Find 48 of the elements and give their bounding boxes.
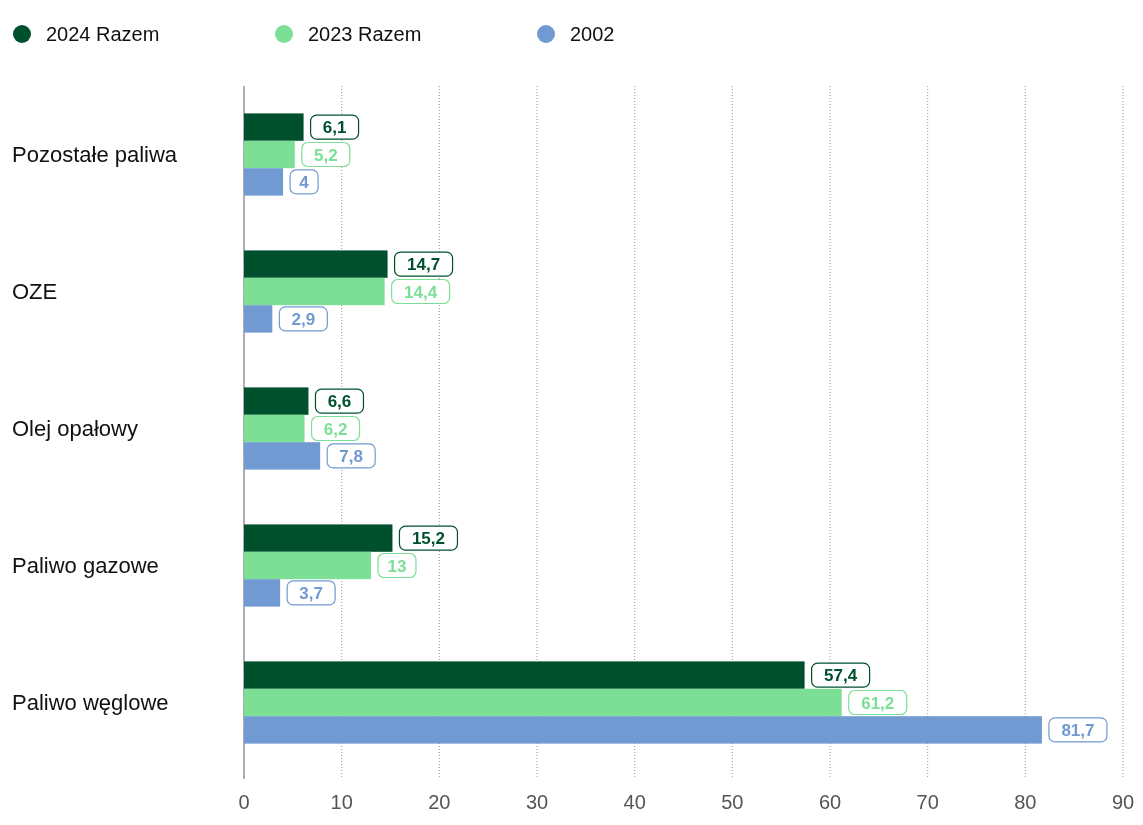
legend-label: 2002: [570, 23, 615, 45]
bar: [244, 661, 805, 689]
bar: [244, 305, 273, 333]
bar: [244, 250, 388, 278]
y-tick-label: Paliwo gazowe: [12, 552, 159, 578]
data-label: 6,1: [322, 118, 347, 138]
bar: [244, 551, 371, 580]
data-label: 5,2: [313, 145, 338, 165]
data-label: 15,2: [411, 529, 445, 549]
bar: [244, 387, 309, 415]
bar: [244, 579, 281, 607]
data-label: 14,7: [407, 255, 441, 275]
x-tick-label: 50: [721, 791, 744, 813]
legend-label: 2023 Razem: [308, 23, 422, 45]
data-label: 14,4: [404, 282, 438, 302]
x-tick-label: 0: [238, 791, 250, 813]
data-label: 13: [387, 556, 407, 576]
bar: [244, 716, 1042, 744]
data-label: 3,7: [299, 583, 323, 603]
data-label: 2,9: [291, 309, 316, 329]
bar: [244, 524, 393, 552]
bar: [244, 442, 321, 470]
x-tick-label: 20: [428, 791, 451, 813]
bar: [244, 414, 305, 443]
data-label: 6,6: [327, 392, 352, 412]
x-tick-label: 90: [1111, 791, 1135, 813]
x-tick-label: 60: [818, 791, 842, 813]
data-label: 4: [299, 172, 310, 192]
x-tick-label: 40: [623, 791, 646, 813]
x-tick-label: 70: [916, 791, 939, 813]
data-label: 81,7: [1061, 720, 1095, 740]
y-tick-label: Paliwo węglowe: [12, 689, 169, 715]
y-tick-label: Pozostałe paliwa: [12, 141, 178, 167]
data-label: 6,2: [323, 419, 348, 439]
data-label: 57,4: [824, 666, 858, 686]
y-tick-label: Olej opałowy: [12, 415, 138, 441]
x-tick-label: 30: [525, 791, 549, 813]
y-tick-label: OZE: [12, 278, 58, 304]
bar: [244, 277, 385, 306]
bar: [244, 113, 304, 141]
x-tick-label: 10: [330, 791, 353, 813]
bar: [244, 688, 842, 717]
legend-label: 2024 Razem: [46, 23, 160, 45]
bar: [244, 140, 295, 169]
x-tick-label: 80: [1014, 791, 1037, 813]
bar: [244, 168, 284, 196]
data-label: 61,2: [861, 693, 895, 713]
data-label: 7,8: [339, 446, 363, 466]
